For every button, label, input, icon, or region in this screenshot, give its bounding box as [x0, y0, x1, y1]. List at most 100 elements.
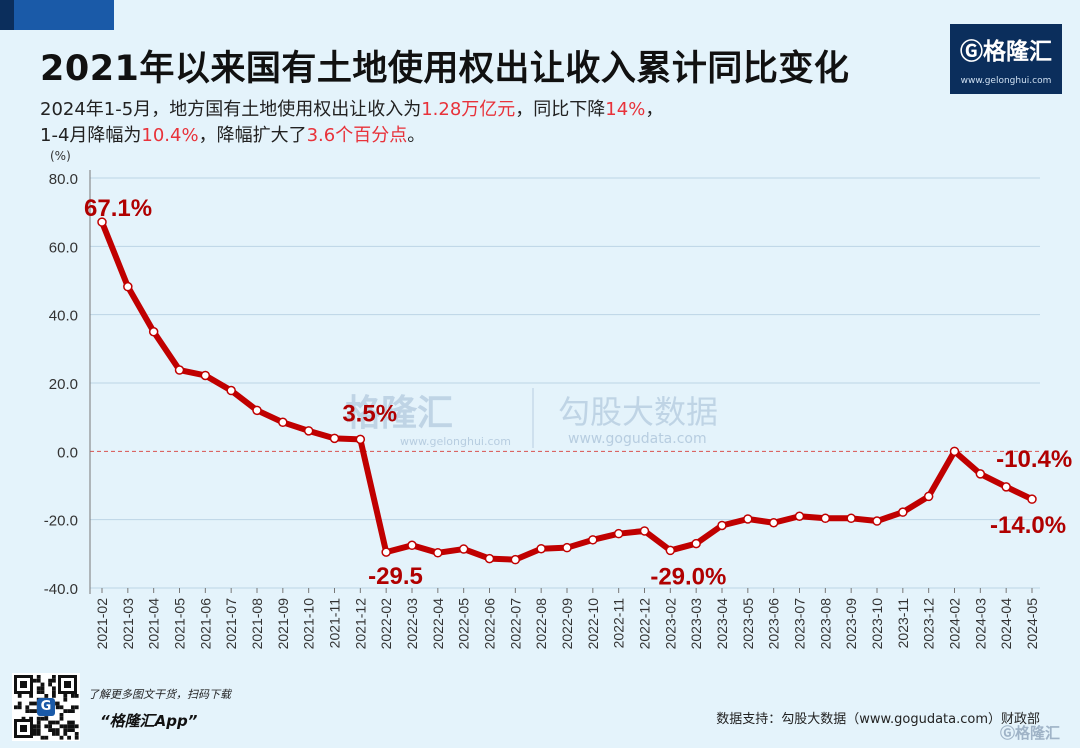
x-tick-label: 2023-08 [817, 598, 833, 650]
header-accent-blue [14, 0, 114, 30]
y-tick-label: 40.0 [49, 308, 78, 325]
subtitle-text: 2024年1-5月，地方国有土地使用权出让收入为 [40, 99, 422, 120]
x-tick-label: 2022-05 [456, 598, 472, 650]
data-point [588, 535, 598, 545]
series [97, 217, 1037, 565]
subtitle-text: 1-4月降幅为 [40, 125, 142, 146]
y-tick-label: 60.0 [49, 239, 78, 256]
y-tick-label: -40.0 [44, 581, 78, 598]
footer-logo-icon: Ⓖ [1000, 724, 1016, 742]
footer-logo: Ⓖ格隆汇 [1000, 722, 1060, 743]
chart-grid [90, 177, 1040, 589]
data-point [226, 385, 236, 396]
logo-name: Ⓖ格隆汇 [950, 32, 1062, 66]
data-point [1027, 494, 1037, 504]
app-promo-text: 了解更多图文干货，扫码下载 [88, 688, 231, 701]
x-tick-label: 2023-10 [869, 598, 885, 650]
x-tick-label: 2023-05 [740, 598, 756, 650]
x-tick-label: 2021-08 [249, 598, 265, 650]
x-tick-label: 2021-03 [120, 598, 136, 650]
y-tick-label: -20.0 [44, 513, 78, 530]
data-point [923, 491, 934, 502]
data-point [278, 417, 288, 428]
x-tick-label: 2023-07 [792, 598, 808, 650]
y-tick-label: 20.0 [49, 376, 78, 393]
x-tick-label: 2022-06 [482, 598, 498, 650]
x-axis: 2021-02 2021-03 2021-04 2021-05 2021-06 2021-… [94, 588, 1040, 649]
x-tick-label: 2021-11 [327, 598, 343, 649]
x-tick-label: 2023-09 [843, 598, 859, 650]
x-tick-label: 2022-08 [533, 598, 549, 650]
data-point [949, 446, 960, 457]
data-point [691, 538, 701, 549]
x-tick-label: 2023-12 [921, 598, 937, 650]
subtitle-line-2: 1-4月降幅为10.4%，降幅扩大了3.6个百分点。 [40, 123, 663, 149]
data-point [975, 469, 986, 479]
x-tick-label: 2021-02 [94, 598, 110, 650]
data-point [174, 365, 185, 375]
y-tick-label: 80.0 [49, 171, 78, 188]
data-point [123, 281, 133, 292]
x-tick-label: 2023-04 [714, 598, 730, 650]
qr-code[interactable]: G [12, 673, 80, 741]
gelonghui-logo: Ⓖ格隆汇 www.gelonghui.com [950, 24, 1062, 94]
x-tick-label: 2024-03 [972, 598, 988, 650]
x-tick-label: 2021-09 [275, 598, 291, 650]
x-tick-label: 2021-12 [352, 598, 368, 650]
data-point [536, 543, 546, 554]
x-tick-label: 2022-04 [430, 598, 446, 650]
data-point [510, 554, 521, 565]
subtitle-text: ，降幅扩大了 [198, 125, 307, 146]
data-point [872, 516, 882, 526]
series-line [99, 219, 1035, 563]
data-label: 67.1% [84, 195, 152, 222]
data-label: -29.5 [368, 563, 423, 590]
x-tick-label: 2021-06 [197, 598, 213, 650]
watermark-brand1: 格隆汇 [345, 393, 453, 434]
data-point [898, 507, 908, 517]
x-tick-label: 2022-07 [507, 598, 523, 650]
data-point [381, 547, 391, 557]
x-tick-label: 2024-04 [998, 598, 1014, 650]
subtitle-text: ，同比下降 [515, 99, 606, 120]
subtitle-text: 。 [407, 125, 426, 146]
x-tick-label: 2022-09 [559, 598, 575, 650]
subtitle-highlight: 10.4% [141, 125, 199, 146]
watermark-brand2: 勾股大数据 [558, 393, 718, 431]
page-title: 2021年以来国有土地使用权出让收入累计同比变化 [40, 49, 850, 89]
x-tick-label: 2021-07 [223, 598, 239, 650]
data-point [200, 370, 211, 381]
data-point [252, 405, 262, 416]
x-tick-label: 2023-02 [662, 598, 678, 650]
data-label: 3.5% [342, 400, 397, 427]
data-labels: 67.1% 3.5% -29.5 -29.0% -10.4% -14.0% [84, 195, 1072, 590]
x-tick-label: 2021-10 [301, 598, 317, 650]
data-point [820, 513, 831, 524]
data-point [794, 511, 805, 521]
data-label: -10.4% [996, 446, 1072, 473]
x-tick-label: 2023-11 [895, 598, 911, 649]
data-point [97, 217, 107, 227]
data-point [1001, 482, 1011, 492]
data-point [329, 433, 340, 444]
subtitle-line-1: 2024年1-5月，地方国有土地使用权出让收入为1.28万亿元，同比下降14%， [40, 97, 663, 123]
data-point [717, 520, 727, 531]
data-point [562, 542, 572, 553]
watermark-url2: www.gogudata.com [568, 431, 707, 447]
data-label: -14.0% [990, 512, 1066, 539]
x-tick-label: 2023-06 [766, 598, 782, 650]
app-name-text: “格隆汇App” [100, 712, 198, 730]
data-point [768, 517, 779, 528]
qr-logo-icon: G [37, 698, 55, 716]
logo-name-text: 格隆汇 [983, 39, 1052, 65]
subtitle-highlight: 1.28万亿元 [421, 99, 516, 120]
subtitle-highlight: 14% [605, 99, 646, 120]
x-tick-label: 2022-10 [585, 598, 601, 650]
logo-url: www.gelonghui.com [960, 76, 1052, 86]
x-tick-label: 2021-04 [146, 598, 162, 650]
x-tick-label: 2023-03 [688, 598, 704, 650]
data-source: 数据支持：勾股大数据（www.gogudata.com）财政部 [716, 712, 1040, 727]
data-point [484, 553, 495, 564]
subtitle-highlight: 3.6个百分点 [306, 125, 408, 146]
